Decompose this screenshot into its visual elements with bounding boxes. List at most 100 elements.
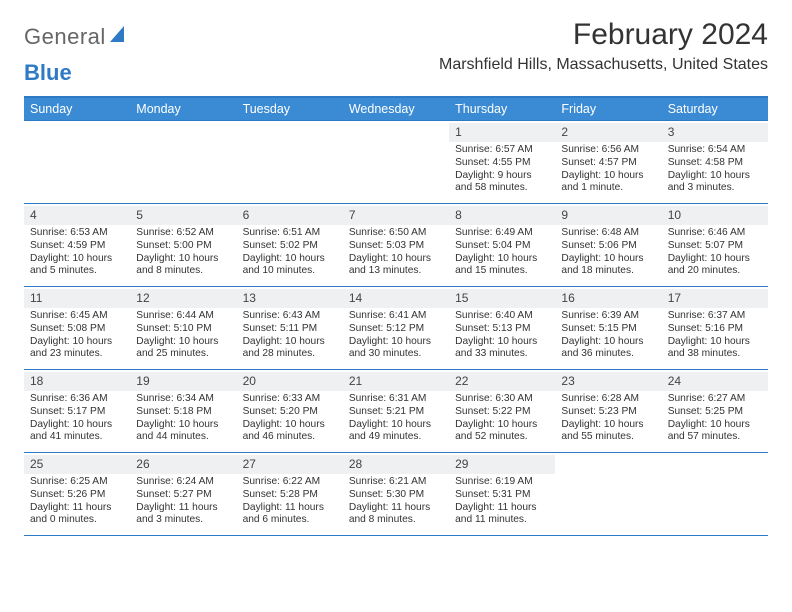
daylight-text: Daylight: 10 hours and 18 minutes. [561,253,655,279]
day-cell: 11Sunrise: 6:45 AMSunset: 5:08 PMDayligh… [24,287,130,369]
logo-text-2: Blue [24,60,72,85]
day-cell: 9 Sunrise: 6:48 AMSunset: 5:06 PMDaylight… [555,204,661,286]
empty-cell [555,453,661,535]
calendar: SundayMondayTuesdayWednesdayThursdayFrid… [24,96,768,536]
sunrise-text: Sunrise: 6:24 AM [136,476,230,489]
daylight-text: Daylight: 10 hours and 20 minutes. [668,253,762,279]
weeks-container: 1Sunrise: 6:57 AMSunset: 4:55 PMDaylight… [24,120,768,535]
week-row: 18Sunrise: 6:36 AMSunset: 5:17 PMDayligh… [24,369,768,452]
empty-cell [237,121,343,203]
day-cell: 29Sunrise: 6:19 AMSunset: 5:31 PMDayligh… [449,453,555,535]
sunset-text: Sunset: 5:21 PM [349,406,443,419]
day-cell: 28Sunrise: 6:21 AMSunset: 5:30 PMDayligh… [343,453,449,535]
daylight-text: Daylight: 10 hours and 55 minutes. [561,419,655,445]
day-cell: 8Sunrise: 6:49 AMSunset: 5:04 PMDaylight… [449,204,555,286]
day-number: 14 [343,289,449,308]
day-cell: 15Sunrise: 6:40 AMSunset: 5:13 PMDayligh… [449,287,555,369]
week-row: 25Sunrise: 6:25 AMSunset: 5:26 PMDayligh… [24,452,768,535]
day-cell: 19Sunrise: 6:34 AMSunset: 5:18 PMDayligh… [130,370,236,452]
day-number: 24 [662,372,768,391]
day-number: 8 [449,206,555,225]
sunset-text: Sunset: 5:02 PM [243,240,337,253]
sunrise-text: Sunrise: 6:27 AM [668,393,762,406]
title-block: February 2024 Marshfield Hills, Massachu… [439,18,768,82]
sunset-text: Sunset: 5:30 PM [349,489,443,502]
day-number: 11 [24,289,130,308]
sunset-text: Sunset: 5:23 PM [561,406,655,419]
day-header: Friday [555,98,661,120]
sunrise-text: Sunrise: 6:25 AM [30,476,124,489]
daylight-text: Daylight: 11 hours and 6 minutes. [243,502,337,528]
daylight-text: Daylight: 10 hours and 57 minutes. [668,419,762,445]
sunrise-text: Sunrise: 6:21 AM [349,476,443,489]
sunrise-text: Sunrise: 6:36 AM [30,393,124,406]
day-number: 16 [555,289,661,308]
daylight-text: Daylight: 11 hours and 0 minutes. [30,502,124,528]
sunset-text: Sunset: 5:20 PM [243,406,337,419]
day-cell: 23Sunrise: 6:28 AMSunset: 5:23 PMDayligh… [555,370,661,452]
daylight-text: Daylight: 9 hours and 58 minutes. [455,170,549,196]
sunset-text: Sunset: 5:00 PM [136,240,230,253]
calendar-page: General February 2024 Marshfield Hills, … [0,0,792,546]
day-number [24,123,130,142]
empty-cell [24,121,130,203]
day-number [237,123,343,142]
sunrise-text: Sunrise: 6:57 AM [455,144,549,157]
week-row: 4Sunrise: 6:53 AMSunset: 4:59 PMDaylight… [24,203,768,286]
day-number: 13 [237,289,343,308]
daylight-text: Daylight: 10 hours and 46 minutes. [243,419,337,445]
logo: General [24,24,124,50]
day-number: 10 [662,206,768,225]
sunset-text: Sunset: 4:57 PM [561,157,655,170]
sunset-text: Sunset: 5:28 PM [243,489,337,502]
day-number: 27 [237,455,343,474]
sunrise-text: Sunrise: 6:34 AM [136,393,230,406]
daylight-text: Daylight: 10 hours and 44 minutes. [136,419,230,445]
daylight-text: Daylight: 10 hours and 23 minutes. [30,336,124,362]
sunset-text: Sunset: 5:26 PM [30,489,124,502]
day-cell: 25Sunrise: 6:25 AMSunset: 5:26 PMDayligh… [24,453,130,535]
sunrise-text: Sunrise: 6:19 AM [455,476,549,489]
day-number: 1 [449,123,555,142]
day-number: 22 [449,372,555,391]
daylight-text: Daylight: 10 hours and 38 minutes. [668,336,762,362]
day-number: 9 [555,206,661,225]
day-cell: 10Sunrise: 6:46 AMSunset: 5:07 PMDayligh… [662,204,768,286]
daylight-text: Daylight: 10 hours and 30 minutes. [349,336,443,362]
sunrise-text: Sunrise: 6:44 AM [136,310,230,323]
sunset-text: Sunset: 5:04 PM [455,240,549,253]
sunrise-text: Sunrise: 6:31 AM [349,393,443,406]
sunrise-text: Sunrise: 6:22 AM [243,476,337,489]
sunset-text: Sunset: 5:06 PM [561,240,655,253]
daylight-text: Daylight: 10 hours and 33 minutes. [455,336,549,362]
day-header: Thursday [449,98,555,120]
sunset-text: Sunset: 5:27 PM [136,489,230,502]
day-cell: 26Sunrise: 6:24 AMSunset: 5:27 PMDayligh… [130,453,236,535]
sunset-text: Sunset: 4:55 PM [455,157,549,170]
day-cell: 24Sunrise: 6:27 AMSunset: 5:25 PMDayligh… [662,370,768,452]
sunset-text: Sunset: 5:18 PM [136,406,230,419]
sunrise-text: Sunrise: 6:50 AM [349,227,443,240]
sunrise-text: Sunrise: 6:51 AM [243,227,337,240]
day-number: 6 [237,206,343,225]
sunset-text: Sunset: 5:31 PM [455,489,549,502]
day-cell: 16Sunrise: 6:39 AMSunset: 5:15 PMDayligh… [555,287,661,369]
daylight-text: Daylight: 10 hours and 1 minute. [561,170,655,196]
sunset-text: Sunset: 5:10 PM [136,323,230,336]
day-number: 26 [130,455,236,474]
daylight-text: Daylight: 10 hours and 52 minutes. [455,419,549,445]
daylight-text: Daylight: 10 hours and 5 minutes. [30,253,124,279]
day-cell: 27 Sunrise: 6:22 AMSunset: 5:28 PMDayligh… [237,453,343,535]
day-cell: 12Sunrise: 6:44 AMSunset: 5:10 PMDayligh… [130,287,236,369]
sunrise-text: Sunrise: 6:48 AM [561,227,655,240]
week-row: 1Sunrise: 6:57 AMSunset: 4:55 PMDaylight… [24,120,768,203]
day-number: 3 [662,123,768,142]
sunrise-text: Sunrise: 6:30 AM [455,393,549,406]
daylight-text: Daylight: 10 hours and 10 minutes. [243,253,337,279]
sunset-text: Sunset: 5:17 PM [30,406,124,419]
daylight-text: Daylight: 10 hours and 28 minutes. [243,336,337,362]
day-cell: 21Sunrise: 6:31 AMSunset: 5:21 PMDayligh… [343,370,449,452]
day-number: 17 [662,289,768,308]
day-number [130,123,236,142]
sail-icon [110,26,124,42]
